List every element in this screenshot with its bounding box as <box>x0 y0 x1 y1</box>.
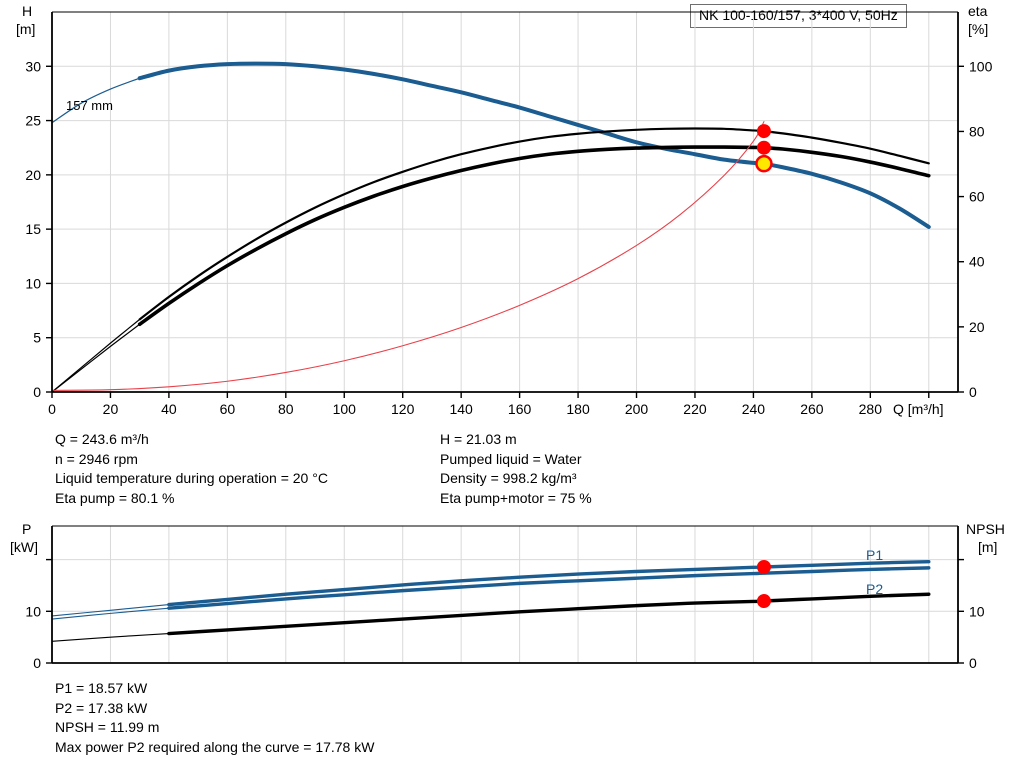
curve-eta-pump-motor <box>137 145 931 327</box>
grid-lines <box>52 526 958 663</box>
x-tick-label: 220 <box>683 401 707 417</box>
duty-point-markers <box>755 124 773 173</box>
x-tick-label: 100 <box>333 401 357 417</box>
x-tick-label: 80 <box>278 401 294 417</box>
power-info: P1 = 18.57 kW P2 = 17.38 kW NPSH = 11.99… <box>55 679 655 757</box>
power-info-line-3: NPSH = 11.99 m <box>55 719 160 735</box>
x-tick-label: 20 <box>103 401 119 417</box>
p1-duty-point <box>756 559 771 574</box>
y-tick-label: 0 <box>33 655 41 671</box>
curve-series <box>51 61 931 393</box>
x-tick-label: 120 <box>391 401 415 417</box>
duty-info-right-line-1: H = 21.03 m <box>440 431 517 447</box>
x-tick-label: 260 <box>800 401 824 417</box>
power-info-line-4: Max power P2 required along the curve = … <box>55 738 375 755</box>
power-info-line-1: P1 = 18.57 kW <box>55 680 148 696</box>
left-axis-title: H <box>22 3 32 19</box>
duty-info-right-line-2: Pumped liquid = Water <box>440 450 582 467</box>
y2-tick-label: 40 <box>969 254 985 270</box>
right-axis-unit: [m] <box>978 539 997 555</box>
right-axis-title: NPSH <box>966 521 1005 537</box>
y-tick-label: 10 <box>25 603 41 619</box>
x-tick-label: 280 <box>859 401 883 417</box>
left-axis-unit: [m] <box>16 21 35 37</box>
y2-tick-label: 20 <box>969 319 985 335</box>
curve-npsh <box>167 592 931 636</box>
curve-eta-pump <box>138 127 930 321</box>
y-tick-label: 5 <box>33 330 41 346</box>
y2-tick-label: 80 <box>969 123 985 139</box>
duty-info-right-line-4: Eta pump+motor = 75 % <box>440 489 592 506</box>
duty-info-left-line-4: Eta pump = 80.1 % <box>55 489 175 506</box>
duty-info-left-line-3: Liquid temperature during operation = 20… <box>55 470 328 486</box>
left-axis-title: P <box>22 521 31 537</box>
left-axis-unit: [kW] <box>10 539 38 555</box>
duty-info-left-line-1: Q = 243.6 m³/h <box>55 431 149 447</box>
y-tick-label: 30 <box>25 58 41 74</box>
curve-thin-eta-pump-motor <box>51 323 141 393</box>
duty-info-right-line-3: Density = 998.2 kg/m³ <box>440 470 577 486</box>
curve-thin-p1 <box>51 604 170 617</box>
axis-ticks: 0 20 40 60 80 100 120 140 160 180 200 220 240 260 2800… <box>25 58 992 417</box>
right-axis-title: eta <box>968 3 988 19</box>
x-tick-label: 180 <box>566 401 590 417</box>
duty-info-left-line-2: n = 2946 rpm <box>55 450 138 467</box>
curve-thin-eta-reference-thin <box>51 121 765 391</box>
head-efficiency-chart: 0 20 40 60 80 100 120 140 160 180 200 220 240 260 2800… <box>16 3 993 417</box>
y-tick-label: 25 <box>25 113 41 129</box>
impeller-size-label: 157 mm <box>66 98 113 113</box>
curve-series <box>51 559 931 642</box>
y2-tick-label: 10 <box>969 603 985 619</box>
eta-pump-duty-point <box>756 124 771 139</box>
x-tick-label: 40 <box>161 401 177 417</box>
y-tick-label: 0 <box>33 384 41 400</box>
x-tick-label: 60 <box>220 401 236 417</box>
duty-point-markers <box>756 559 771 609</box>
curve-thin-head-157-mm-impeller- <box>51 77 141 124</box>
curve-head-157-mm-impeller- <box>137 61 931 229</box>
y-tick-label: 20 <box>25 167 41 183</box>
head-duty-point <box>755 154 773 173</box>
npsh-duty-point <box>756 594 771 609</box>
power-info-line-2: P2 = 17.38 kW <box>55 699 148 716</box>
x-tick-label: 140 <box>449 401 473 417</box>
axis-ticks: 0 10 0 10 <box>25 558 985 671</box>
x-tick-label: 160 <box>508 401 532 417</box>
y2-tick-label: 0 <box>969 384 977 400</box>
duty-info-left: Q = 243.6 m³/h n = 2946 rpm Liquid tempe… <box>55 430 435 508</box>
y2-tick-label: 100 <box>969 58 993 74</box>
curve-p2 <box>167 566 931 610</box>
curve-thin-p2 <box>51 607 170 620</box>
x-tick-label: 200 <box>625 401 649 417</box>
x-axis-label: Q [m³/h] <box>893 401 944 417</box>
y2-tick-label: 60 <box>969 189 985 205</box>
p2-curve-label: P2 <box>866 581 883 597</box>
curve-thin-npsh <box>51 632 170 642</box>
p1-curve-label: P1 <box>866 547 883 563</box>
impeller-size-text: 157 mm <box>66 98 113 113</box>
chart-title: NK 100-160/157, 3*400 V, 50Hz <box>699 7 898 23</box>
y2-tick-label: 0 <box>969 655 977 671</box>
eta-pump-motor-duty-point <box>756 140 771 155</box>
y-tick-label: 15 <box>25 221 41 237</box>
right-axis-unit: [%] <box>968 21 988 37</box>
y-tick-label: 10 <box>25 275 41 291</box>
x-tick-label: 0 <box>48 401 56 417</box>
curve-p1 <box>167 559 931 607</box>
x-tick-label: 240 <box>742 401 766 417</box>
duty-info-right: H = 21.03 m Pumped liquid = Water Densit… <box>440 430 860 508</box>
power-npsh-chart: 0 10 0 10 P [kW] NPSH [m] P1 P2 <box>10 521 1005 671</box>
